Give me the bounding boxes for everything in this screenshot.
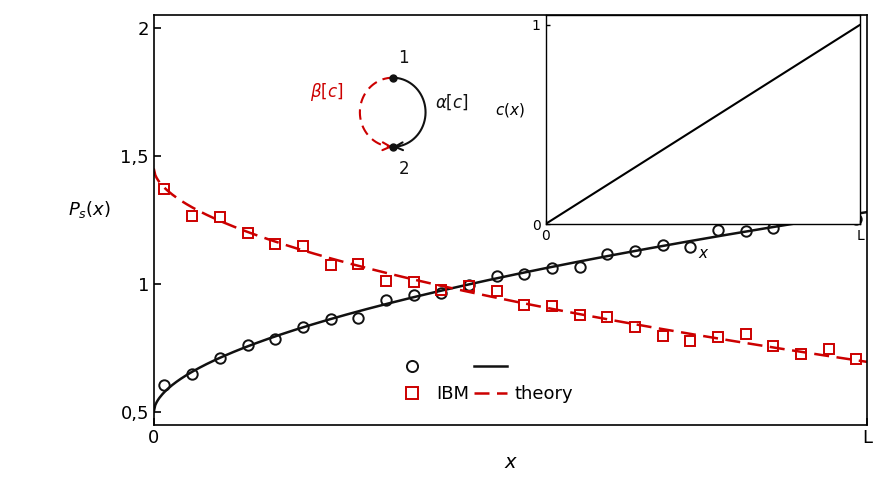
X-axis label: x: x xyxy=(697,245,707,261)
Text: $\alpha[c]$: $\alpha[c]$ xyxy=(434,92,468,112)
Text: 2: 2 xyxy=(398,160,408,178)
Y-axis label: $c(x)$: $c(x)$ xyxy=(494,101,524,119)
Text: 1: 1 xyxy=(398,50,408,68)
Y-axis label: $P_s(x)$: $P_s(x)$ xyxy=(68,199,111,220)
X-axis label: x: x xyxy=(504,453,516,472)
Text: $\beta[c]$: $\beta[c]$ xyxy=(310,81,343,103)
Legend: , IBM, , theory: , IBM, , theory xyxy=(396,358,572,403)
